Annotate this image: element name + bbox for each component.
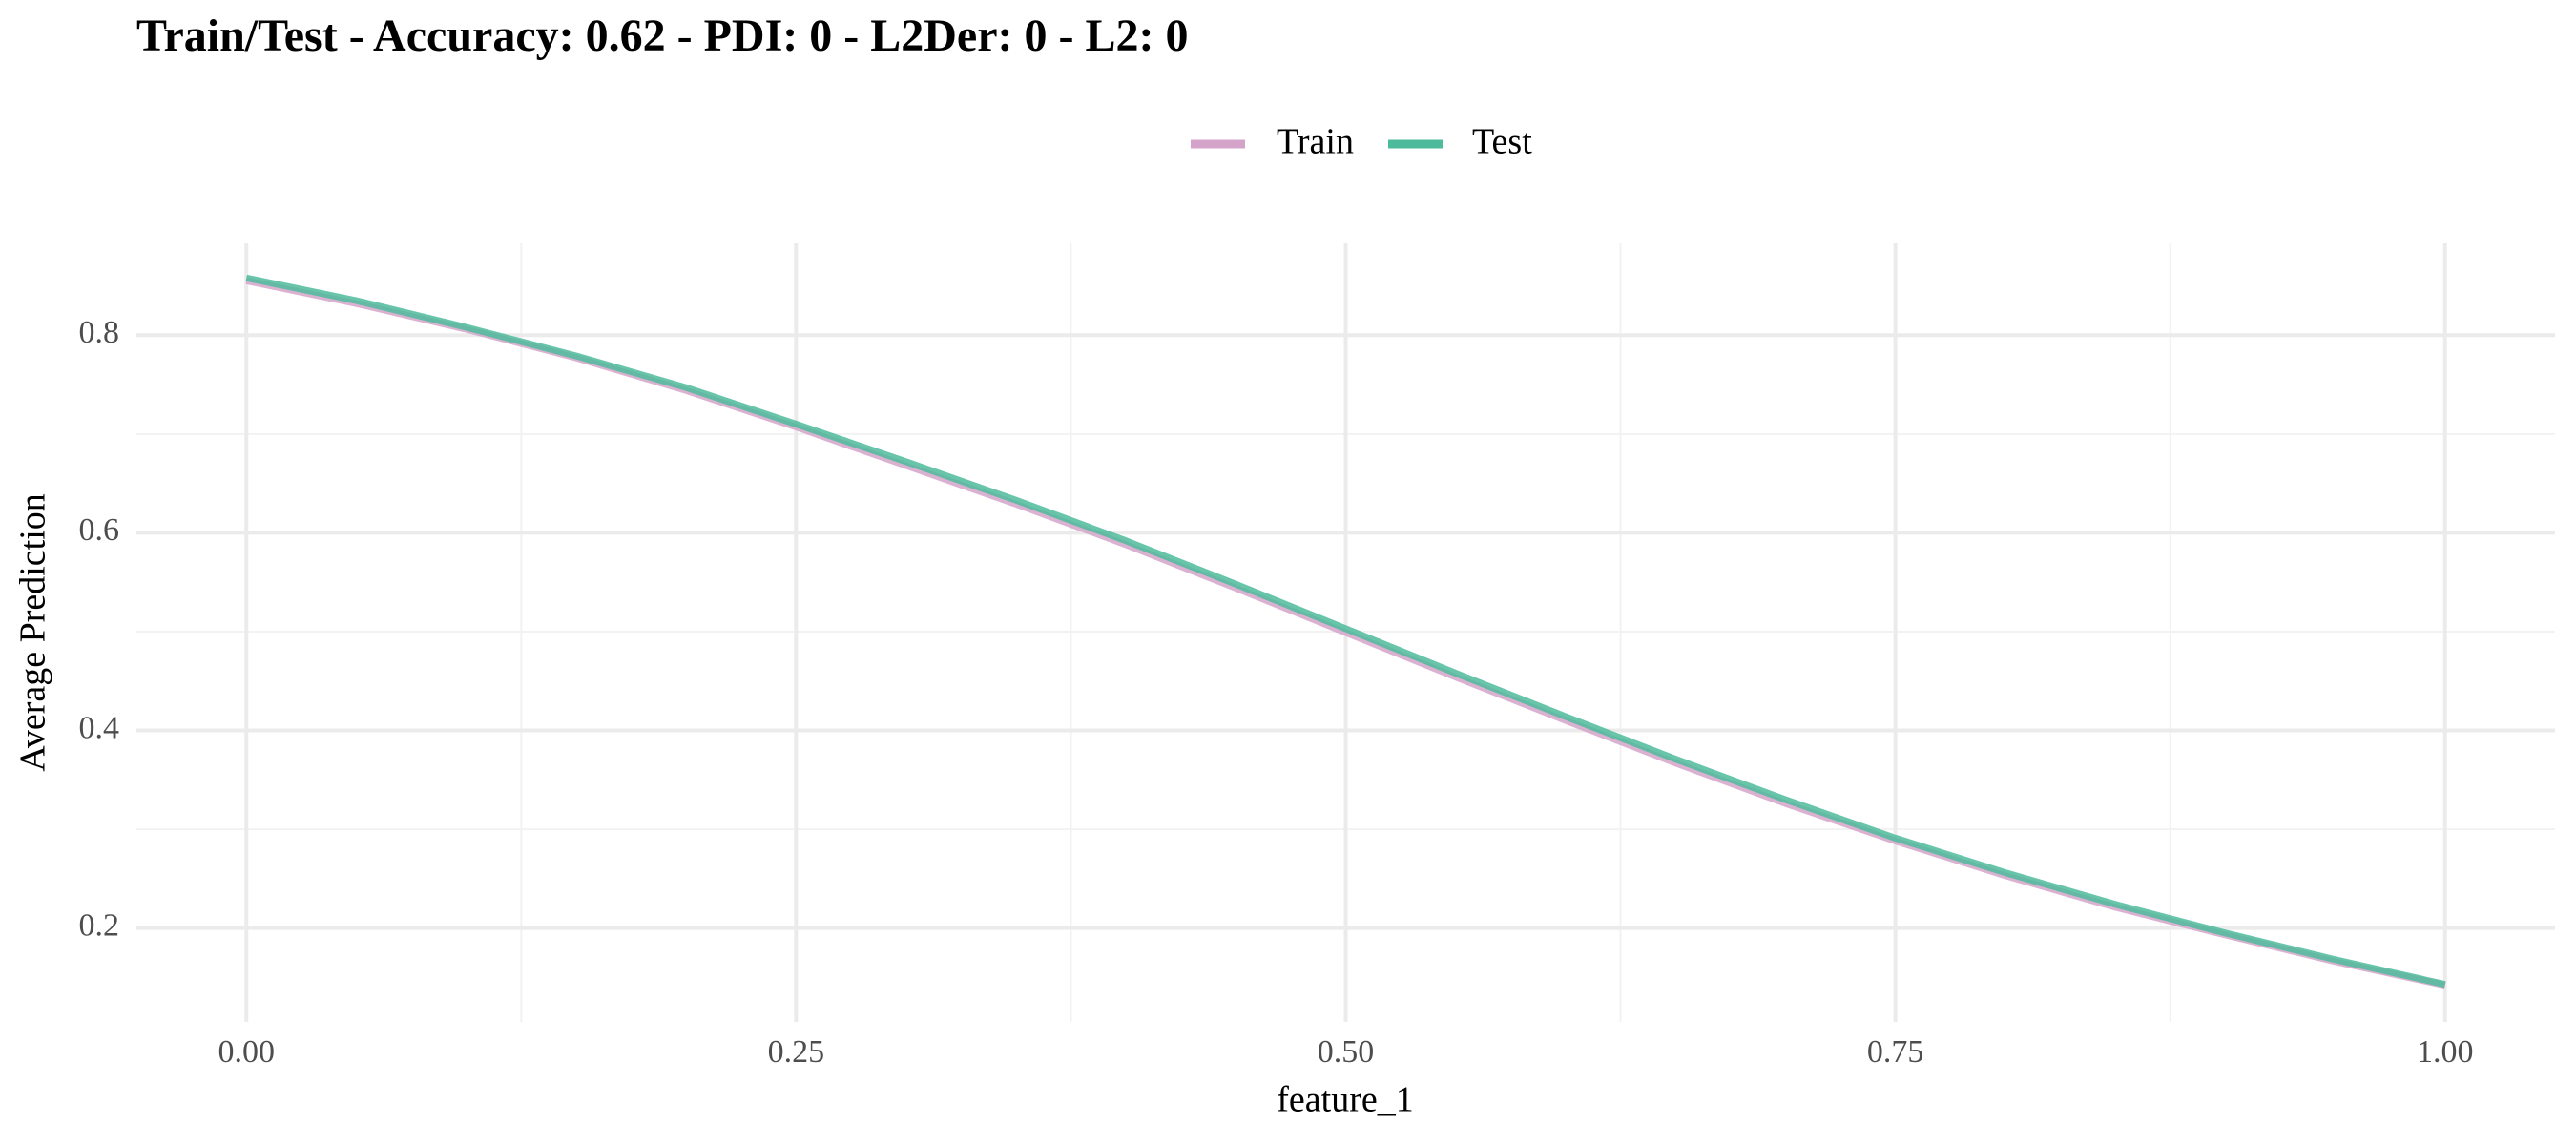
x-axis-title: feature_1 <box>1277 1080 1413 1120</box>
x-tick-label: 0.00 <box>218 1034 275 1070</box>
chart-title: Train/Test - Accuracy: 0.62 - PDI: 0 - L… <box>136 10 1188 61</box>
legend-label: Train <box>1277 122 1354 162</box>
legend: Train Test <box>1191 122 1532 162</box>
y-tick-label: 0.6 <box>79 512 120 548</box>
y-tick-label: 0.2 <box>79 907 120 943</box>
x-tick-label: 0.75 <box>1867 1034 1924 1070</box>
y-axis-title: Average Prediction <box>13 493 53 772</box>
x-tick-label: 0.50 <box>1318 1034 1375 1070</box>
series-line <box>245 274 2446 989</box>
legend-label: Test <box>1472 122 1532 162</box>
y-tick-label: 0.8 <box>79 315 120 350</box>
x-tick-label: 0.25 <box>768 1034 825 1070</box>
y-tick-label: 0.4 <box>79 710 120 745</box>
plot-lines <box>245 274 2446 989</box>
x-tick-label: 1.00 <box>2417 1034 2474 1070</box>
